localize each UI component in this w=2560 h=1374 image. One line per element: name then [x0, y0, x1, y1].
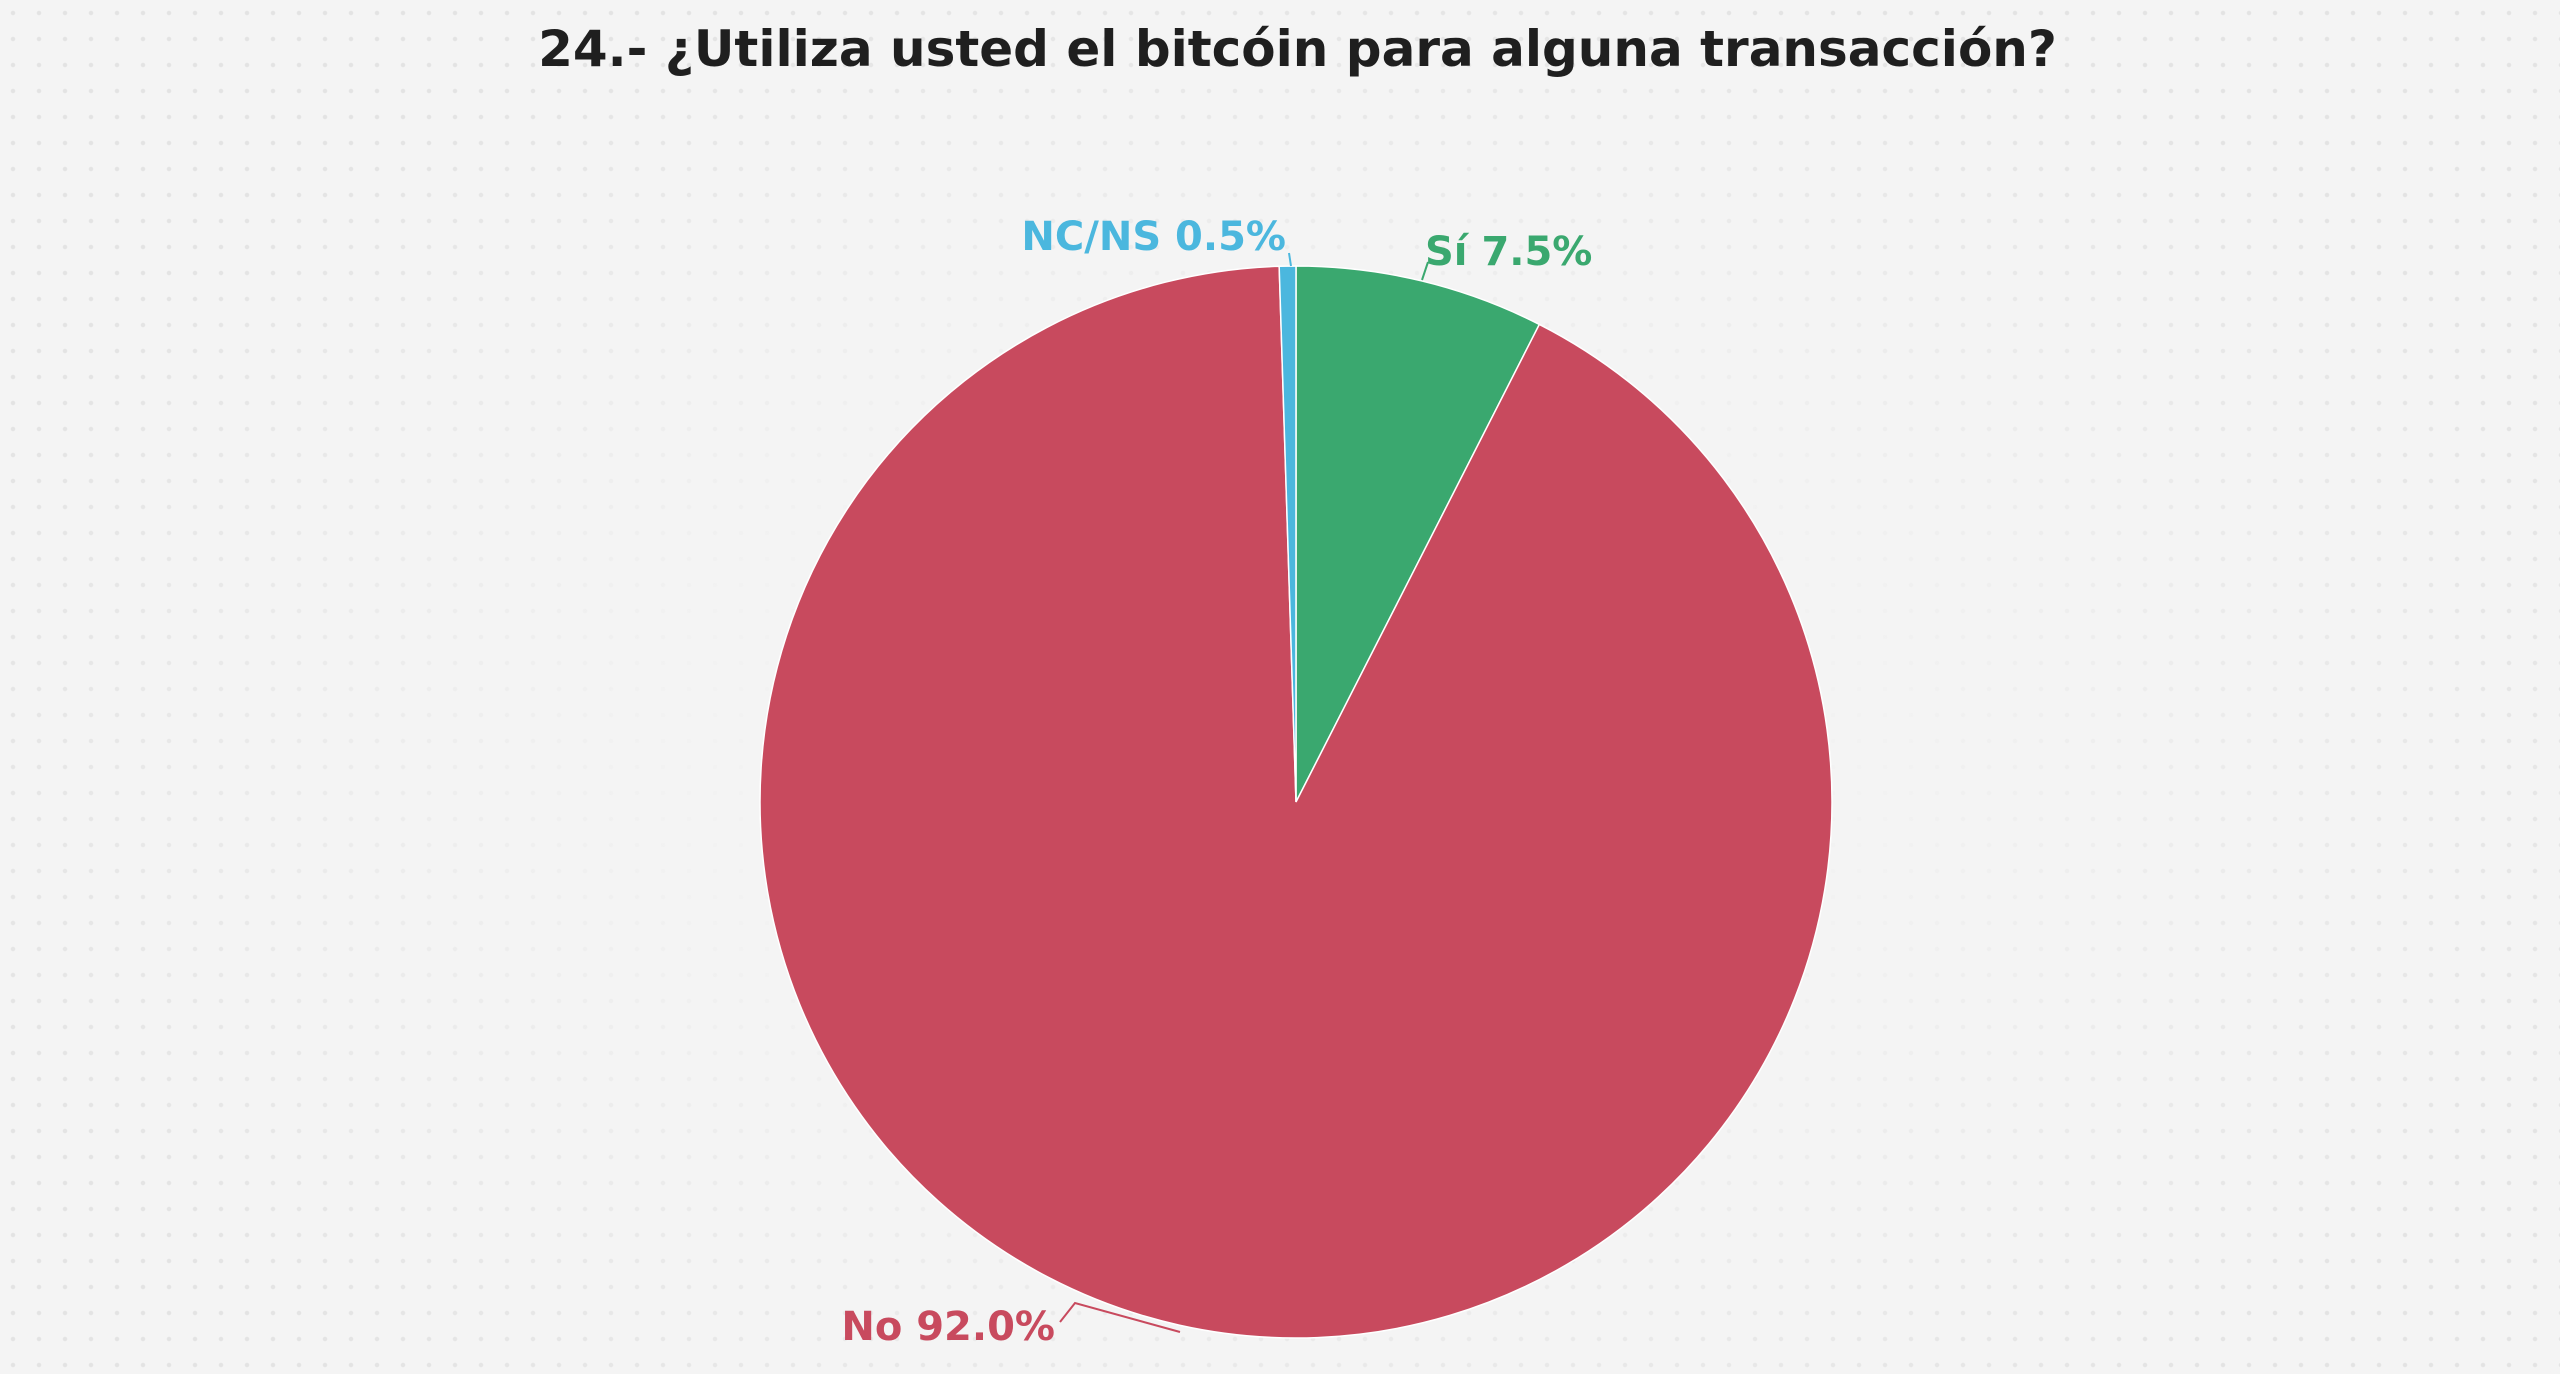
slice-label-nc-ns: NC/NS 0.5% [1021, 214, 1286, 260]
leader-line-nc-ns [1288, 252, 1292, 267]
chart-title: 24.- ¿Utiliza usted el bitcóin para algu… [538, 20, 2057, 78]
pie-slice-nc-ns [1278, 265, 1297, 803]
leader-line-s [1421, 261, 1429, 281]
pie-leader-lines [1059, 252, 1429, 1333]
pie-slice-s [1295, 265, 1541, 803]
pie-slice-no [759, 265, 1833, 1339]
pie-labels: Sí 7.5% No 92.0% NC/NS 0.5% [841, 214, 1592, 1350]
slice-label-no: No 92.0% [841, 1304, 1055, 1350]
pie-slices [759, 265, 1833, 1339]
leader-line-no [1059, 1301, 1181, 1333]
slice-label-s: Sí 7.5% [1425, 229, 1592, 275]
